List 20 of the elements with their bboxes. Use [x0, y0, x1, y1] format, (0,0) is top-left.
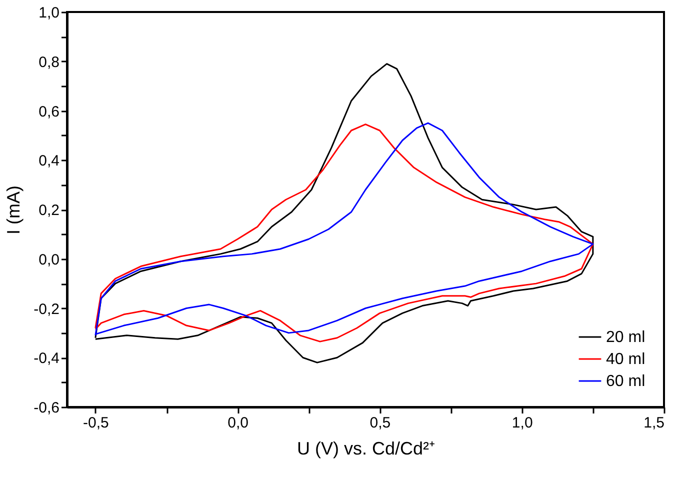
y-tick-label: 0,8 — [38, 54, 60, 71]
y-tick-label: -0,2 — [34, 300, 60, 318]
x-axis-title: U (V) vs. Cd/Cd²⁺ — [296, 438, 436, 458]
x-tick-label: 1,0 — [512, 414, 533, 432]
y-axis-title: I (mA) — [4, 186, 24, 234]
x-tick-label: 1,5 — [644, 414, 664, 432]
y-tick-label: -0,6 — [34, 400, 60, 416]
y-tick-label: 0,6 — [38, 103, 60, 120]
y-tick-label: 0,4 — [38, 152, 60, 170]
y-tick-label: 0,2 — [38, 202, 60, 219]
y-tick-label: 0,0 — [38, 251, 60, 268]
x-tick-label: -0,5 — [83, 414, 109, 432]
x-tick-label: 0,0 — [228, 414, 248, 432]
y-tick-label: -0,4 — [34, 350, 60, 368]
legend-label: 20 ml — [606, 329, 646, 346]
x-tick-label: 0,5 — [370, 414, 391, 432]
line-series — [94, 63, 594, 364]
legend-label: 60 ml — [606, 373, 646, 390]
legend-label: 40 ml — [606, 351, 646, 368]
y-tick-label: 1,0 — [38, 4, 60, 22]
